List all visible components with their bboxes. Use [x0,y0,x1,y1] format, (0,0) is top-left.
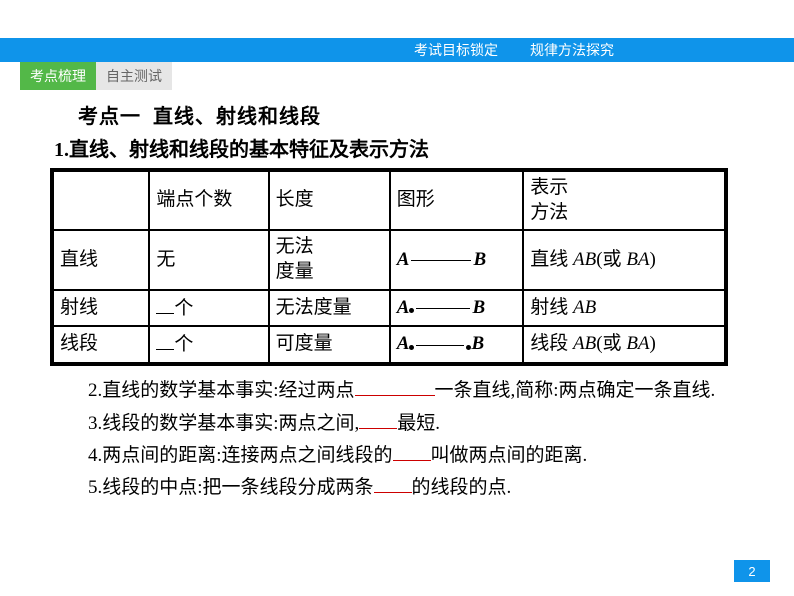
table-row: 射线 个 无法度量 AB 射线 AB [52,290,726,327]
blank-field [156,295,174,314]
figure-label-b: B [472,297,485,318]
row-length: 可度量 [269,326,390,364]
repr-text: 射线 [530,297,573,318]
row-length: 无法度量 [269,290,390,327]
para-text: 2.直线的数学基本事实:经过两点 [88,380,355,401]
row-figure: AB [390,326,523,364]
repr-ab: AB [573,249,596,270]
nav-link-exam-goal[interactable]: 考试目标锁定 [414,40,498,60]
feature-table: 端点个数 长度 图形 表示 方法 直线 无 无法 度量 AB 直线 AB(或 B… [50,168,728,366]
para-text: 3.线段的数学基本事实:两点之间, [88,413,359,434]
table-header-cell: 长度 [269,170,390,230]
repr-text: ) [650,333,656,354]
row-endpoints: 个 [149,290,268,327]
figure-dot [409,308,414,313]
figure-label-a: A [397,333,410,354]
table-row: 直线 无 无法 度量 AB 直线 AB(或 BA) [52,230,726,289]
figure-label-b: B [471,333,484,354]
endpoints-suffix: 个 [174,298,193,319]
figure-label-a: A [397,297,410,318]
repr-text: 线段 [530,333,573,354]
figure-line [416,345,464,346]
table-header-cell: 端点个数 [149,170,268,230]
table-header-cell [52,170,149,230]
para-text: 叫做两点间的距离. [431,445,588,466]
tab-selftest[interactable]: 自主测试 [96,62,172,90]
content-area: 考点一 直线、射线和线段 1.直线、射线和线段的基本特征及表示方法 端点个数 长… [50,100,750,504]
para-text: 4.两点间的距离:连接两点之间线段的 [88,445,393,466]
figure-line [416,308,470,309]
repr-ab: AB [573,333,596,354]
tab-outline[interactable]: 考点梳理 [20,62,96,90]
row-endpoints: 个 [149,326,268,364]
para-5: 5.线段的中点:把一条线段分成两条 的线段的点. [50,473,750,503]
para-text: 一条直线,简称:两点确定一条直线. [435,380,716,401]
repr-text: (或 [596,249,626,270]
section-heading: 考点一 直线、射线和线段 [78,100,750,129]
repr-text: 直线 [530,249,573,270]
table-header-cell: 图形 [390,170,523,230]
para-3: 3.线段的数学基本事实:两点之间, 最短. [50,409,750,439]
blank-field [355,377,435,396]
blank-field [393,442,431,461]
blank-field [156,331,174,350]
endpoints-suffix: 个 [174,334,193,355]
body-text: 2.直线的数学基本事实:经过两点 一条直线,简称:两点确定一条直线. 3.线段的数… [50,376,750,504]
tab-row: 考点梳理 自主测试 [20,62,172,90]
repr-text: (或 [596,333,626,354]
nav-link-method[interactable]: 规律方法探究 [530,40,614,60]
repr-ba: BA [626,333,649,354]
table-row: 线段 个 可度量 AB 线段 AB(或 BA) [52,326,726,364]
figure-dot [409,345,414,350]
blank-field [374,474,412,493]
para-4: 4.两点间的距离:连接两点之间线段的 叫做两点间的距离. [50,441,750,471]
row-figure: AB [390,290,523,327]
para-text: 5.线段的中点:把一条线段分成两条 [88,477,374,498]
blank-field [359,410,397,429]
table-header-cell: 表示 方法 [523,170,726,230]
section-subheading: 1.直线、射线和线段的基本特征及表示方法 [54,133,750,162]
row-length: 无法 度量 [269,230,390,289]
row-name: 射线 [52,290,149,327]
row-repr: 线段 AB(或 BA) [523,326,726,364]
repr-text: ) [650,249,656,270]
repr-ab: AB [573,297,596,318]
figure-label-a: A [397,249,410,270]
table-header-row: 端点个数 长度 图形 表示 方法 [52,170,726,230]
repr-ba: BA [626,249,649,270]
para-2: 2.直线的数学基本事实:经过两点 一条直线,简称:两点确定一条直线. [50,376,750,406]
para-text: 的线段的点. [412,477,512,498]
para-text: 最短. [397,413,440,434]
figure-line [411,260,471,261]
row-repr: 直线 AB(或 BA) [523,230,726,289]
figure-label-b: B [473,249,486,270]
page-number: 2 [734,560,770,582]
top-nav-bar: 考试目标锁定 规律方法探究 [0,38,794,62]
row-name: 直线 [52,230,149,289]
row-name: 线段 [52,326,149,364]
row-endpoints: 无 [149,230,268,289]
row-figure: AB [390,230,523,289]
row-repr: 射线 AB [523,290,726,327]
